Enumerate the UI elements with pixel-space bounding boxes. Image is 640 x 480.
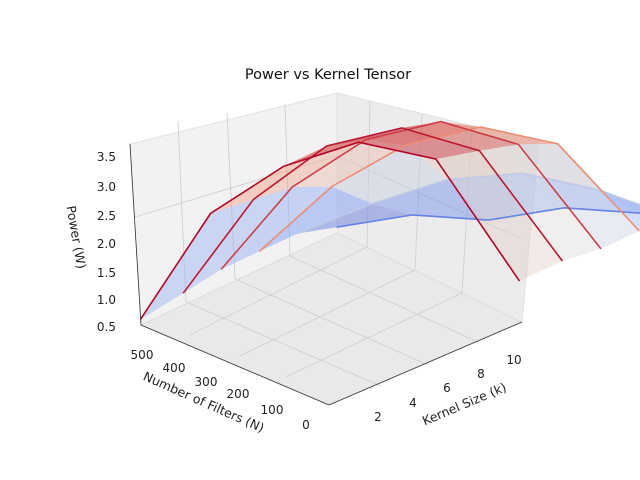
z-axis-line	[129, 143, 142, 326]
surface-facet	[183, 187, 293, 294]
z-tick-label: 0.5	[97, 320, 116, 334]
surface-facet	[401, 121, 519, 151]
grid-line	[284, 103, 291, 257]
x-tick-label: 10	[506, 353, 521, 367]
x-tick-label: 4	[409, 396, 417, 410]
z-tick-label: 1.5	[97, 266, 116, 280]
grid-line	[177, 120, 187, 303]
x-tick-label: 2	[374, 410, 382, 424]
z-tick-label: 3.0	[97, 180, 116, 194]
grid-line	[234, 278, 429, 366]
surface-facet	[221, 186, 332, 270]
surface-line	[220, 120, 602, 270]
grid-line	[185, 301, 382, 387]
grid-line	[285, 292, 463, 378]
y-tick-label: 100	[261, 403, 284, 417]
surface-line	[182, 127, 564, 294]
surface-facet	[259, 186, 373, 252]
surface-line	[139, 141, 521, 320]
surface-facet	[297, 203, 413, 234]
surface-facet	[372, 179, 489, 221]
surface-facet	[253, 139, 366, 200]
surface-facet	[331, 145, 447, 204]
surface-facet	[440, 121, 558, 145]
surface-facet	[405, 127, 523, 180]
surface	[139, 120, 640, 320]
surface-line	[297, 172, 640, 235]
x-tick-label: 8	[477, 367, 485, 381]
surface-facet	[210, 146, 327, 214]
z-tick-label: 1.0	[97, 293, 116, 307]
grid-line	[239, 269, 416, 357]
surface-facet	[446, 173, 565, 221]
x-axis-label: Kernel Size (k)	[420, 379, 509, 428]
y-tick-label: 300	[195, 375, 218, 389]
surface-facet	[140, 199, 254, 320]
z-tick-label: 3.5	[97, 150, 116, 164]
grid-line	[289, 255, 479, 343]
surface-facet	[479, 144, 601, 261]
x-axis-line	[328, 321, 523, 406]
grid-line	[189, 246, 368, 336]
surface-line	[258, 126, 640, 252]
y-tick-label: 200	[227, 387, 250, 401]
pane-group	[129, 92, 540, 406]
surface-facet	[518, 143, 640, 249]
z-tick-label: 2.0	[97, 237, 116, 251]
z-axis-label: Power (W)	[63, 204, 89, 270]
z-axis: 0.5 1.0 1.5 2.0 2.5 3.0 3.5 Power (W)	[63, 143, 142, 334]
y-tick-label: 0	[302, 418, 310, 432]
z-tick-label: 2.5	[97, 209, 116, 223]
surface-facet	[522, 173, 640, 214]
chart-title: Power vs Kernel Tensor	[245, 67, 411, 83]
grid-line	[226, 112, 236, 280]
y-tick-label: 500	[131, 348, 154, 362]
surface-facet	[435, 150, 563, 282]
surface-facet	[358, 127, 480, 160]
grid-line	[461, 125, 473, 294]
grid-line	[134, 155, 338, 218]
y-axis-line	[140, 324, 330, 406]
surface-facet	[292, 139, 406, 187]
grid-line	[414, 113, 423, 271]
grid-line	[336, 155, 523, 240]
surface-facet	[600, 190, 640, 213]
x-tick-label: 6	[443, 381, 451, 395]
y-tick-label: 400	[163, 361, 186, 375]
